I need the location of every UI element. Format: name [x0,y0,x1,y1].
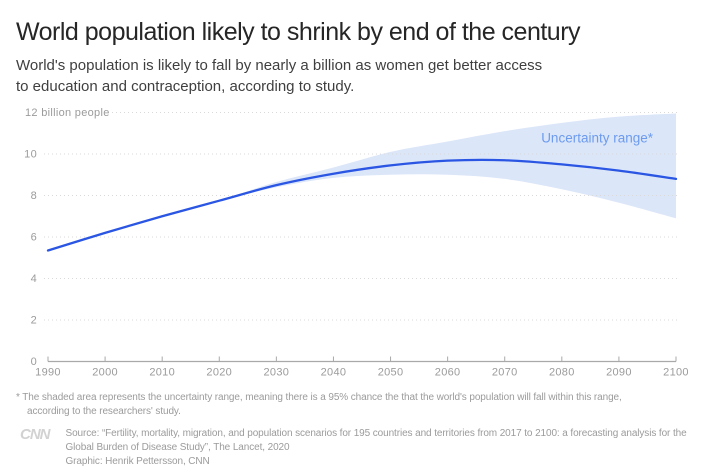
page-title: World population likely to shrink by end… [16,18,581,46]
footnote-line-2: according to the researchers' study. [27,406,181,417]
x-axis-label-2010: 2010 [149,367,175,379]
chart-subtitle-line-2: to education and contraception, accordin… [16,78,355,95]
x-axis-label-2000: 2000 [92,367,118,379]
x-axis-label-1990: 1990 [35,367,61,379]
source-line-2: Global Burden of Disease Study”, The Lan… [65,442,290,453]
y-axis-label-4: 4 [31,273,37,285]
y-axis-label-2: 2 [31,315,37,327]
x-axis-label-2060: 2060 [435,367,461,379]
source-line-1: Source: “Fertility, mortality, migration… [65,428,687,439]
cnn-logo: CNN [20,426,50,443]
source-credit: Source: “Fertility, mortality, migration… [66,427,687,467]
x-axis-label-2100: 2100 [663,367,689,379]
chart-subtitle: World's population is likely to fall by … [16,55,542,97]
y-axis-label-12: 12 billion people [25,107,110,119]
x-axis-label-2070: 2070 [492,367,518,379]
uncertainty-range-label: Uncertainty range* [541,131,654,146]
chart-footnote: * The shaded area represents the uncerta… [16,391,622,419]
y-axis-label-6: 6 [31,232,37,244]
y-axis-label-10: 10 [24,149,37,161]
source-line-3: Graphic: Henrik Pettersson, CNN [65,456,210,467]
source-block: CNN Source: “Fertility, mortality, migra… [20,427,687,467]
population-projection-line [46,158,678,252]
x-axis-label-2020: 2020 [206,367,232,379]
y-axis-label-8: 8 [31,190,37,202]
chart-subtitle-line-1: World's population is likely to fall by … [16,57,543,74]
x-axis-label-2050: 2050 [378,367,404,379]
uncertainty-band-area [219,113,677,219]
x-axis-label-2090: 2090 [606,367,632,379]
y-axis-label-0: 0 [31,356,37,368]
footnote-line-1: * The shaded area represents the uncerta… [16,392,622,403]
x-axis-label-2040: 2040 [321,367,347,379]
x-axis-label-2080: 2080 [549,367,575,379]
chart-svg: 0 2 4 6 8 10 12 billion people 1990 2000 2010 2020… [24,107,689,379]
x-axis-label-2030: 2030 [264,367,290,379]
